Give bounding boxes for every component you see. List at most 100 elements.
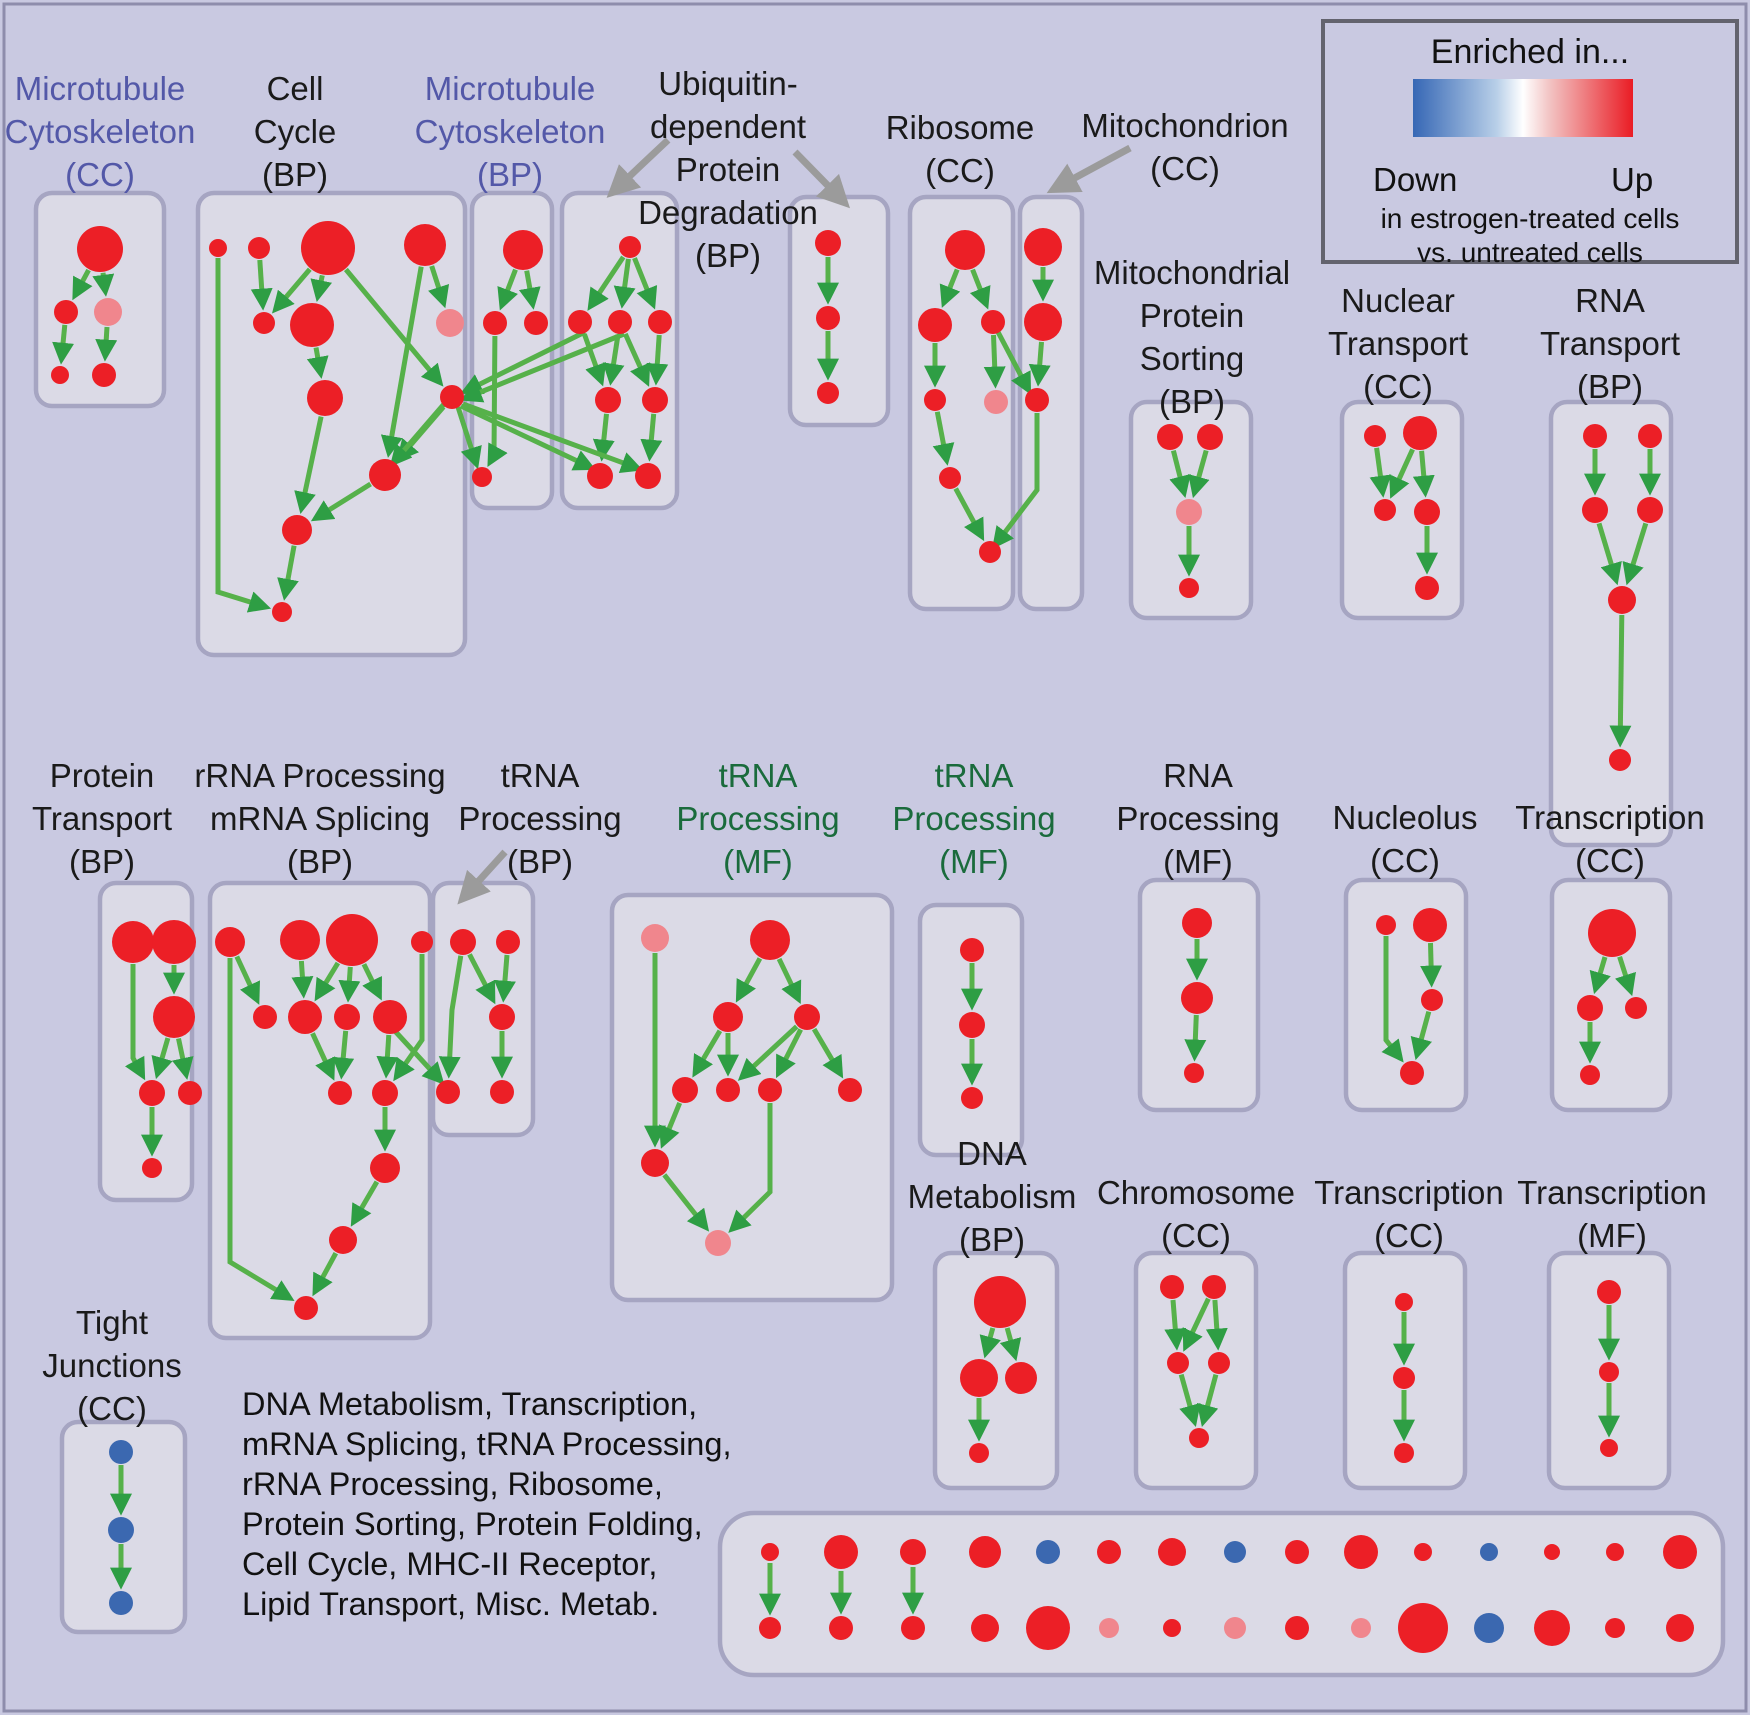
- legend-gradient-bar: [1413, 79, 1633, 137]
- protein-transport-bp-node-0: [112, 921, 154, 963]
- cell-cycle-bp-label: Cell Cycle (BP): [253, 70, 337, 193]
- ribosome-cc-node-2: [981, 310, 1005, 334]
- cell-cycle-bp-node-11: [272, 602, 292, 622]
- protein-transport-bp-node-4: [178, 1081, 202, 1105]
- ribosome-cc-edge-1: [969, 268, 991, 310]
- cell-cycle-bp-edge-0: [250, 259, 273, 311]
- protein-transport-bp-node-3: [139, 1080, 165, 1106]
- hub-to-cellcycle-n9: [389, 402, 446, 467]
- misc-node-bottom-8: [1285, 1616, 1309, 1640]
- mitochondrial-protein-sorting-bp-node-2: [1176, 499, 1202, 525]
- nuclear-transport-cc-node-4: [1415, 576, 1439, 600]
- trna-processing-bp-edge-1: [493, 954, 516, 1003]
- trna-bp-arrow: [457, 849, 508, 905]
- microtubule-cytoskeleton-bp-label: Microtubule Cytoskeleton (BP): [414, 70, 606, 193]
- trna-processing-mf-large-node-2: [713, 1002, 743, 1032]
- ubiquitin-dependent-protein-degradation-bp-edge-8: [640, 413, 663, 462]
- misc-node-top-6: [1158, 1538, 1186, 1566]
- ribosome-cc-edge-5: [953, 487, 985, 542]
- misc-node-bottom-5: [1099, 1618, 1119, 1638]
- microtubule-cytoskeleton-cc-node-4: [92, 363, 116, 387]
- transcription-cc-mid-node-3: [1580, 1065, 1600, 1085]
- rrna-processing-mrna-splicing-bp-edge-11: [312, 1252, 338, 1297]
- rrna-processing-mrna-splicing-bp-node-9: [372, 1080, 398, 1106]
- cell-cycle-bp-edge-6: [306, 347, 329, 379]
- legend-title: Enriched in...: [1430, 33, 1630, 71]
- nuclear-transport-cc-edge-0: [1369, 447, 1392, 498]
- chromosome-cc-edge-4: [1196, 1373, 1219, 1427]
- mitochondrial-protein-sorting-bp-node-0: [1157, 424, 1183, 450]
- misc-terms-text: DNA Metabolism, Transcription, mRNA Spli…: [242, 1386, 732, 1622]
- transcription-cc-bottom-label: Transcription (CC): [1314, 1174, 1504, 1254]
- ribosome-cc-edge-4: [932, 411, 955, 466]
- transcription-cc-bottom-node-2: [1394, 1443, 1414, 1463]
- misc-node-bottom-6: [1163, 1619, 1181, 1637]
- ubiquitin-dependent-protein-degradation-bp-node-6: [587, 463, 613, 489]
- misc-node-top-7: [1224, 1541, 1246, 1563]
- cell-cycle-bp-edge-11: [215, 258, 272, 613]
- ribosome-cc-label: Ribosome (CC): [885, 109, 1035, 189]
- rna-processing-mf-node-1: [1181, 982, 1213, 1014]
- transcription-cc-bottom-node-1: [1393, 1367, 1415, 1389]
- protein-transport-bp-edge-3: [171, 1037, 194, 1080]
- rrna-processing-mrna-splicing-bp-edge-0: [234, 955, 260, 1005]
- trna-processing-mf-large-edge-4: [737, 1024, 799, 1081]
- rrna-to-trnabp-bottom: [392, 1028, 445, 1085]
- chromosome-cc-node-0: [1160, 1275, 1184, 1299]
- misc-node-top-5: [1097, 1540, 1121, 1564]
- transcription-cc-mid-node-1: [1577, 995, 1603, 1021]
- tight-junctions-cc-label: Tight Junctions (CC): [42, 1304, 182, 1427]
- microtubule-cytoskeleton-cc-edge-3: [95, 326, 118, 362]
- microtubule-cytoskeleton-bp-node-0: [503, 230, 543, 270]
- rrna-processing-mrna-splicing-bp-node-0: [215, 927, 245, 957]
- chromosome-cc-node-2: [1167, 1352, 1189, 1374]
- rna-transport-bp-edge-3: [1622, 522, 1649, 586]
- microtubule-cytoskeleton-bp-node-3: [472, 467, 492, 487]
- trna-processing-mf-large-edge-2: [692, 1029, 723, 1078]
- microtubule-cytoskeleton-cc-node-2: [94, 298, 122, 326]
- transcription-mf-node-0: [1597, 1280, 1621, 1304]
- rrna-processing-mrna-splicing-bp-edge-4: [361, 963, 382, 1001]
- ubiquitin-dependent-protein-degradation-bp-edge-5: [623, 332, 651, 387]
- cell-cycle-bp-node-4: [253, 312, 275, 334]
- ribosome-cc-node-4: [984, 390, 1008, 414]
- trna-processing-mf-large-node-7: [838, 1078, 862, 1102]
- transcription-cc-mid-edge-1: [1615, 956, 1636, 997]
- rrna-processing-mrna-splicing-bp-node-1: [280, 920, 320, 960]
- misc-node-bottom-12: [1534, 1610, 1570, 1646]
- microtubule-cytoskeleton-bp-node-1: [483, 311, 507, 335]
- trna-processing-mf-small-node-2: [961, 1087, 983, 1109]
- ubiquitin-dependent-protein-degradation-bp-edge-0: [587, 255, 626, 311]
- rrna-processing-mrna-splicing-bp-node-3: [411, 931, 433, 953]
- rna-transport-bp-node-0: [1583, 424, 1607, 448]
- nuclear-transport-cc-node-2: [1374, 499, 1396, 521]
- mitochondrial-protein-sorting-bp-edge-1: [1188, 449, 1210, 499]
- misc-node-top-11: [1480, 1543, 1498, 1561]
- rrna-processing-mrna-splicing-bp-edge-12: [227, 958, 295, 1302]
- nuclear-transport-cc-label: Nuclear Transport (CC): [1328, 282, 1468, 405]
- mitochondrion-cc-node-1: [1024, 303, 1062, 341]
- mitochondrion-cc-node-0: [1024, 228, 1062, 266]
- rna-processing-mf-node-2: [1184, 1063, 1204, 1083]
- ubiquitin-dependent-protein-degradation-bp-edge-3: [582, 333, 607, 387]
- nucleolus-cc-edge-1: [1410, 1010, 1432, 1061]
- rna-processing-mf-label: RNA Processing (MF): [1116, 757, 1280, 880]
- microtubule-cytoskeleton-cc-node-0: [77, 226, 123, 272]
- nuclear-transport-cc-node-0: [1364, 425, 1386, 447]
- cell-cycle-bp-edge-9: [310, 481, 372, 522]
- misc-node-bottom-3: [971, 1614, 999, 1642]
- cell-cycle-bp-node-5: [290, 303, 334, 347]
- rna-transport-bp-node-3: [1637, 497, 1663, 523]
- ribosome-cc-edge-0: [939, 268, 961, 308]
- ubiquitin-dependent-protein-degradation-bp-node-4: [595, 387, 621, 413]
- misc-node-bottom-9: [1351, 1618, 1371, 1638]
- rrna-processing-mrna-splicing-bp-node-12: [294, 1296, 318, 1320]
- chromosome-cc-edge-2: [1205, 1299, 1228, 1351]
- hub-to-ubiq-bottom-1: [459, 403, 596, 471]
- rrna-processing-mrna-splicing-bp-node-10: [370, 1153, 400, 1183]
- dna-metabolism-bp-node-0: [974, 1276, 1026, 1328]
- transcription-cc-mid-node-0: [1588, 909, 1636, 957]
- mitochondrion-arrow: [1046, 144, 1132, 194]
- nuclear-transport-cc-edge-2: [1412, 450, 1435, 498]
